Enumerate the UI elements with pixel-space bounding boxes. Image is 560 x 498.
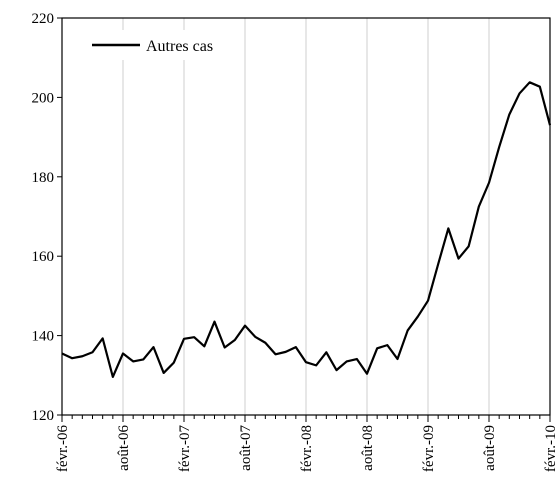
- x-tick-label: août-09: [482, 425, 498, 471]
- x-tick-label: févr.-06: [55, 425, 71, 473]
- legend-label-autres-cas: Autres cas: [146, 38, 213, 55]
- series-line-autres-cas: [61, 81, 552, 378]
- x-tick-label: févr.-09: [421, 425, 437, 472]
- y-tick-label: 160: [32, 249, 55, 265]
- x-tick-label: août-08: [360, 425, 376, 471]
- axis-layer: 120 140 160 180 200 220 févr.-06 août-06 févr.-0…: [32, 11, 560, 472]
- x-tick-label: août-07: [238, 425, 254, 471]
- y-tick-label: 200: [32, 90, 55, 106]
- x-tick-label: févr.-08: [299, 425, 315, 472]
- y-tick-label: 180: [32, 170, 55, 186]
- y-tick-label: 220: [32, 11, 55, 27]
- y-tick-label: 140: [32, 329, 55, 345]
- grid-layer: [122, 18, 490, 415]
- y-tick-label: 120: [32, 408, 55, 424]
- series-layer: [61, 81, 552, 378]
- x-tick-label: août-06: [116, 425, 132, 471]
- legend: Autres cas: [86, 30, 234, 60]
- x-tick-label: févr.-10: [543, 425, 559, 472]
- x-tick-label: févr.-07: [177, 425, 193, 473]
